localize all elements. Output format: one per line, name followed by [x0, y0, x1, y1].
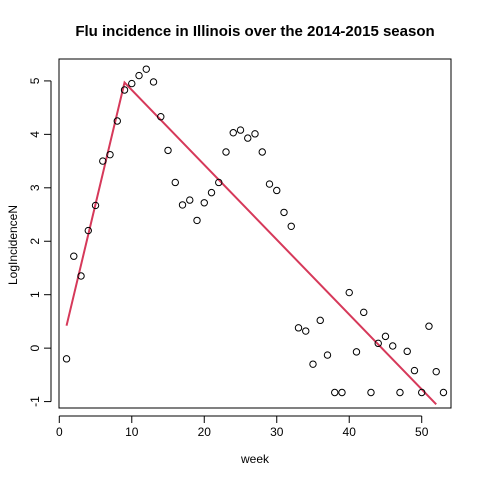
data-point	[200, 199, 208, 207]
data-point	[229, 129, 237, 137]
data-point	[120, 86, 129, 94]
data-point	[236, 126, 245, 134]
data-point	[215, 178, 223, 187]
data-point	[294, 324, 303, 332]
data-point	[374, 339, 382, 348]
data-point	[389, 342, 397, 350]
data-point	[309, 360, 317, 368]
data-point	[345, 288, 353, 297]
x-tick-label: 40	[343, 425, 357, 439]
data-point	[186, 196, 194, 204]
data-point	[164, 146, 172, 155]
data-point	[360, 308, 368, 317]
data-point	[439, 388, 448, 397]
data-point	[113, 117, 121, 125]
chart-title: Flu incidence in Illinois over the 2014-…	[75, 23, 434, 40]
data-point	[193, 216, 201, 225]
data-point	[367, 388, 375, 397]
data-point	[135, 71, 143, 80]
data-point	[258, 148, 266, 156]
data-point	[84, 226, 92, 235]
data-point	[331, 388, 339, 397]
x-tick-label: 10	[125, 425, 139, 439]
data-point	[432, 367, 440, 376]
y-tick-label: 4	[28, 131, 42, 138]
data-point	[302, 327, 310, 335]
data-point	[265, 180, 274, 188]
y-tick-label: -1	[28, 396, 42, 407]
data-point	[178, 201, 187, 209]
data-point	[287, 222, 295, 230]
data-point	[244, 134, 252, 142]
x-tick-label: 50	[415, 425, 429, 439]
data-point	[77, 272, 85, 280]
data-point	[418, 388, 426, 397]
y-tick-label: 5	[28, 77, 42, 84]
data-point	[381, 332, 390, 341]
x-tick-label: 0	[56, 425, 63, 439]
y-tick-label: 2	[28, 238, 42, 245]
fit-line-group	[65, 80, 437, 405]
data-point	[352, 348, 361, 356]
data-point	[157, 113, 165, 121]
data-point	[128, 79, 136, 88]
fit-line	[65, 80, 437, 405]
y-tick-label: 0	[28, 344, 42, 351]
data-point	[410, 366, 419, 375]
data-point	[273, 186, 281, 195]
data-point	[171, 178, 179, 187]
x-tick-label: 30	[270, 425, 284, 439]
y-tick-label: 1	[28, 291, 42, 298]
data-point	[425, 322, 433, 330]
data-point	[106, 150, 114, 159]
data-point	[91, 201, 100, 210]
x-tick-label: 20	[198, 425, 212, 439]
data-point	[70, 252, 78, 260]
data-point	[149, 78, 158, 86]
y-axis-label: LogIncidenceN	[6, 205, 20, 285]
x-axis-label: week	[240, 452, 270, 466]
data-point	[207, 188, 216, 197]
data-point	[251, 130, 259, 138]
plot-frame	[58, 58, 452, 409]
data-point	[62, 355, 71, 363]
data-point	[316, 316, 324, 325]
data-point	[396, 388, 404, 397]
data-points	[62, 65, 448, 397]
data-point	[403, 347, 411, 356]
data-point	[338, 388, 346, 397]
axes: 0 10 20 30 40 50 -1 0 1 2 3 4 5	[28, 58, 452, 439]
data-point	[280, 208, 288, 217]
data-point	[323, 351, 332, 359]
data-point	[99, 157, 107, 165]
data-point	[222, 148, 230, 156]
y-tick-label: 3	[28, 184, 42, 191]
data-point	[142, 65, 150, 73]
